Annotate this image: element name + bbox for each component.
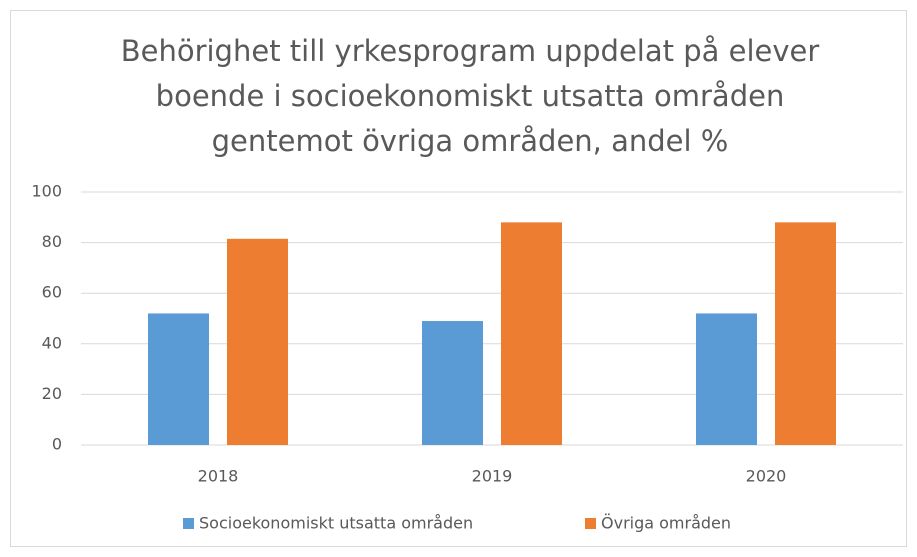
bar [775, 222, 836, 445]
bar [227, 238, 288, 445]
chart-title: gentemot övriga områden, andel % [212, 124, 729, 158]
legend-swatch [585, 518, 596, 529]
y-tick-label: 100 [31, 182, 62, 201]
chart-frame [10, 10, 907, 547]
legend-label: Övriga områden [601, 514, 731, 533]
bar [148, 313, 209, 445]
x-tick-label: 2018 [198, 467, 239, 486]
y-tick-label: 0 [52, 435, 62, 454]
bar [696, 313, 757, 445]
x-tick-label: 2019 [472, 467, 513, 486]
legend-swatch [183, 518, 194, 529]
y-tick-label: 20 [42, 384, 62, 403]
chart-title: boende i socioekonomiskt utsatta områden [156, 79, 785, 113]
bar [501, 222, 562, 445]
y-tick-label: 40 [42, 333, 62, 352]
y-tick-label: 80 [42, 232, 62, 251]
x-tick-label: 2020 [746, 467, 787, 486]
legend-label: Socioekonomiskt utsatta områden [199, 514, 473, 533]
chart-title: Behörighet till yrkesprogram uppdelat på… [121, 34, 820, 68]
bar [422, 321, 483, 445]
y-tick-label: 60 [42, 283, 62, 302]
